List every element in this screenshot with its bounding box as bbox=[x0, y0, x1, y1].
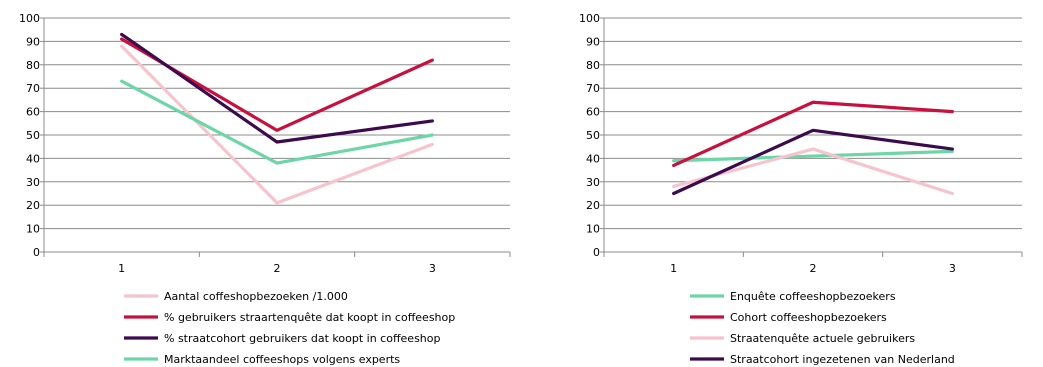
chart-2: 0 10 20 30 40 50 60 70 80 90 100 1 2 3 Enquête coffees… bbox=[579, 12, 1023, 366]
legend-label: % straatcohort gebruikers dat koopt in c… bbox=[164, 332, 441, 345]
y-tick-label: 60 bbox=[586, 106, 600, 119]
series-line-2 bbox=[120, 37, 434, 132]
y-tick-label: 80 bbox=[26, 59, 40, 72]
x-tick-label: 2 bbox=[810, 262, 817, 275]
y-tick-label: 40 bbox=[586, 152, 600, 165]
series-line-4 bbox=[672, 128, 954, 196]
y-tick-label: 90 bbox=[586, 35, 600, 48]
y-tick-label: 0 bbox=[33, 246, 40, 259]
legend-label: Enquête coffeeshopbezoekers bbox=[730, 290, 896, 303]
y-tick-label: 20 bbox=[26, 199, 40, 212]
series-line-1 bbox=[672, 149, 954, 163]
y-tick-label: 50 bbox=[26, 129, 40, 142]
y-tick-label: 30 bbox=[586, 176, 600, 189]
y-tick-label: 100 bbox=[579, 12, 600, 25]
x-tick-label: 1 bbox=[670, 262, 677, 275]
x-tick-label: 3 bbox=[949, 262, 956, 275]
x-tick-label: 2 bbox=[274, 262, 281, 275]
series-line-2 bbox=[672, 100, 954, 168]
y-tick-label: 100 bbox=[19, 12, 40, 25]
legend-label: Straatenquête actuele gebruikers bbox=[730, 332, 915, 345]
x-tick-label: 3 bbox=[429, 262, 436, 275]
y-tick-label: 40 bbox=[26, 152, 40, 165]
y-tick-label: 70 bbox=[586, 82, 600, 95]
series-line-3 bbox=[120, 32, 434, 144]
y-tick-label: 10 bbox=[586, 223, 600, 236]
y-tick-label: 70 bbox=[26, 82, 40, 95]
series-line-4 bbox=[120, 79, 434, 165]
y-tick-label: 10 bbox=[26, 223, 40, 236]
y-tick-label: 30 bbox=[26, 176, 40, 189]
series-line-1 bbox=[120, 44, 434, 205]
legend-label: % gebruikers straartenquête dat koopt in… bbox=[164, 311, 455, 324]
chart-1: 0 10 20 30 40 50 60 70 80 90 100 1 2 3 Aantal coffesho… bbox=[19, 12, 511, 366]
legend-label: Straatcohort ingezetenen van Nederland bbox=[730, 353, 955, 366]
y-tick-label: 50 bbox=[586, 129, 600, 142]
y-tick-label: 80 bbox=[586, 59, 600, 72]
y-tick-label: 60 bbox=[26, 106, 40, 119]
legend-label: Aantal coffeshopbezoeken /1.000 bbox=[164, 290, 348, 303]
y-tick-label: 0 bbox=[593, 246, 600, 259]
legend-label: Marktaandeel coffeeshops volgens experts bbox=[164, 353, 400, 366]
y-tick-label: 90 bbox=[26, 35, 40, 48]
x-tick-label: 1 bbox=[118, 262, 125, 275]
y-tick-label: 20 bbox=[586, 199, 600, 212]
legend-label: Cohort coffeeshopbezoekers bbox=[730, 311, 887, 324]
